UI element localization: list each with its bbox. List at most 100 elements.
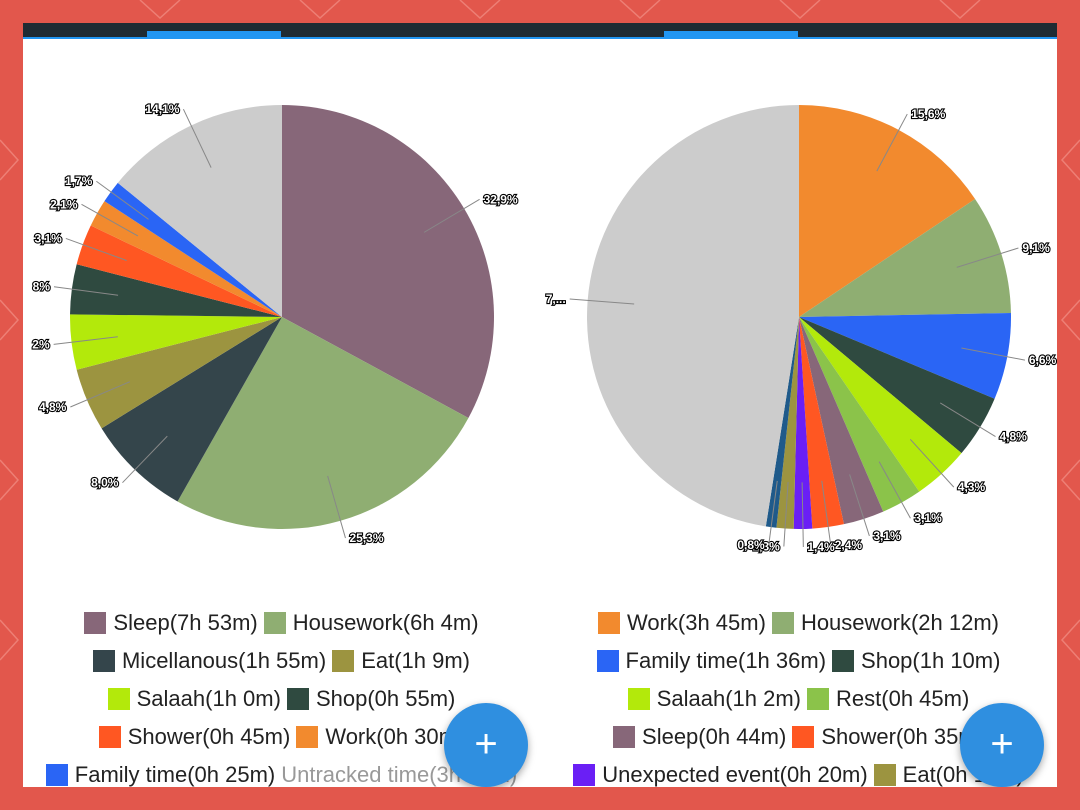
pie-slice[interactable] bbox=[799, 105, 976, 317]
label-leader-line bbox=[956, 247, 1019, 268]
slice-percent-label: 25,3% bbox=[349, 531, 383, 545]
label-leader-line bbox=[327, 475, 346, 539]
legend-item: Shower(0h 45m) bbox=[98, 722, 291, 752]
pie-slice[interactable] bbox=[799, 317, 884, 525]
slice-percent-label: 2,1% bbox=[50, 197, 78, 211]
pie-slice[interactable] bbox=[799, 198, 1011, 317]
legend-item: Family time(1h 36m) bbox=[596, 646, 827, 676]
label-leader-line bbox=[65, 237, 127, 261]
slice-percent-label: 2% bbox=[32, 337, 50, 351]
legend-item: Micellanous(1h 55m) bbox=[92, 646, 327, 676]
legend-label: Salaah(1h 0m) bbox=[136, 686, 281, 711]
slice-percent-label: 1,4% bbox=[807, 540, 835, 554]
legend-label: Eat(1h 9m) bbox=[361, 648, 471, 673]
legend-right: Work(3h 45m) Housework(2h 12m) Family time… bbox=[540, 608, 1057, 787]
add-button-right[interactable]: + bbox=[960, 703, 1044, 787]
label-leader-line bbox=[81, 203, 139, 237]
legend-swatch bbox=[98, 726, 121, 748]
slice-percent-label: 4,8% bbox=[39, 400, 67, 414]
label-leader-line bbox=[940, 402, 996, 437]
legend-label: Family time(0h 25m) bbox=[74, 762, 276, 787]
legend-item: Salaah(1h 0m) bbox=[107, 684, 281, 714]
pie-slice[interactable] bbox=[76, 317, 282, 429]
pie-slice[interactable] bbox=[90, 201, 282, 317]
label-leader-line bbox=[53, 336, 118, 345]
legend-item: Sleep(0h 44m) bbox=[613, 722, 786, 752]
legend-swatch bbox=[873, 764, 896, 786]
slice-percent-label: 8,0% bbox=[91, 476, 119, 490]
legend-swatch bbox=[84, 612, 107, 634]
legend-label: Salaah(1h 2m) bbox=[656, 686, 802, 711]
legend-item: Sleep(7h 53m) bbox=[84, 608, 258, 638]
slice-percent-label: 0,8% bbox=[737, 538, 765, 552]
legend-label: Housework(6h 4m) bbox=[292, 610, 479, 635]
pie-slice[interactable] bbox=[799, 317, 962, 492]
legend-label: Work(3h 45m) bbox=[626, 610, 766, 635]
slice-percent-label: 1,7% bbox=[65, 174, 93, 188]
legend-swatch bbox=[573, 764, 596, 786]
app-window: 32,9% 25,3% 8,0% 4,8% 2% 8% 3,1% 2,1% 1,7% 14,1% … bbox=[23, 23, 1057, 787]
legend-swatch bbox=[332, 650, 355, 672]
slice-percent-label: 2,4% bbox=[835, 538, 863, 552]
pie-slice[interactable] bbox=[76, 225, 282, 317]
add-button-left[interactable]: + bbox=[444, 703, 528, 787]
pie-slice[interactable] bbox=[177, 317, 469, 529]
pie-chart-left[interactable]: 32,9% 25,3% 8,0% 4,8% 2% 8% 3,1% 2,1% 1,7% 14,1% bbox=[23, 39, 540, 599]
legend-swatch bbox=[613, 726, 636, 748]
legend-label: Rest(0h 45m) bbox=[836, 686, 970, 711]
legend-swatch bbox=[627, 688, 650, 710]
legend-label: Unexpected event(0h 20m) bbox=[602, 762, 868, 787]
pie-slice[interactable] bbox=[587, 105, 799, 527]
tab-indicator-left[interactable] bbox=[147, 31, 281, 37]
label-leader-line bbox=[876, 113, 908, 172]
legend-item: Eat(1h 9m) bbox=[332, 646, 470, 676]
pie-slice[interactable] bbox=[70, 264, 282, 317]
label-leader-line bbox=[569, 298, 635, 305]
label-leader-line bbox=[96, 180, 149, 220]
pie-slice[interactable] bbox=[104, 182, 282, 317]
legend-label: Shower(0h 45m) bbox=[127, 724, 291, 749]
label-leader-line bbox=[122, 435, 168, 484]
slice-percent-label: 7,... bbox=[546, 292, 566, 306]
legend-swatch bbox=[263, 612, 286, 634]
legend-label: Family time(1h 36m) bbox=[625, 648, 827, 673]
pie-slice[interactable] bbox=[765, 317, 799, 528]
legend-swatch bbox=[92, 650, 115, 672]
legend-item: Salaah(1h 2m) bbox=[627, 684, 802, 714]
pie-slice[interactable] bbox=[776, 317, 799, 529]
label-leader-line bbox=[961, 347, 1026, 361]
pie-slice[interactable] bbox=[70, 314, 282, 370]
pie-slice[interactable] bbox=[282, 105, 495, 418]
pie-slice[interactable] bbox=[799, 317, 844, 529]
legend-item: Family time(0h 25m) bbox=[45, 760, 276, 787]
label-leader-line bbox=[423, 198, 480, 233]
label-leader-line bbox=[783, 481, 789, 547]
label-leader-line bbox=[849, 474, 870, 537]
label-leader-line bbox=[182, 108, 212, 168]
slice-percent-label: 3,1% bbox=[873, 529, 901, 543]
pie-slice[interactable] bbox=[799, 317, 995, 454]
legend-item: Shower(0h 35m) bbox=[792, 722, 984, 752]
legend-label: Work(0h 30m) bbox=[325, 724, 465, 749]
legend-label: Shop(1h 10m) bbox=[861, 648, 1001, 673]
pie-slice[interactable] bbox=[799, 317, 920, 512]
slice-percent-label: 9,1% bbox=[1022, 241, 1050, 255]
pie-slice[interactable] bbox=[117, 105, 282, 317]
pie-slice[interactable] bbox=[101, 317, 282, 502]
legend-item: Housework(6h 4m) bbox=[263, 608, 479, 638]
tab-indicator-right[interactable] bbox=[664, 31, 798, 37]
pie-slice[interactable] bbox=[793, 317, 813, 529]
pie-chart-right[interactable]: 15,6% 9,1% 6,6% 4,8% 4,3% 3,1% 3,1% 2,4%1,4% 1,3… bbox=[540, 39, 1057, 599]
chart-panel-right: 15,6% 9,1% 6,6% 4,8% 4,3% 3,1% 3,1% 2,4% 1,4% 1,3… bbox=[540, 39, 1057, 787]
legend-label: Micellanous(1h 55m) bbox=[121, 648, 327, 673]
tab-underline bbox=[23, 37, 1057, 39]
pie-slice[interactable] bbox=[799, 313, 1011, 399]
legend-left: Sleep(7h 53m) Housework(6h 4m) Micellanous… bbox=[23, 608, 540, 787]
slice-percent-label: 8% bbox=[33, 280, 51, 294]
slice-percent-label: 3,1% bbox=[34, 231, 62, 245]
legend-label: Shop(0h 55m) bbox=[315, 686, 456, 711]
legend-swatch bbox=[807, 688, 830, 710]
label-leader-line bbox=[909, 438, 955, 488]
toolbar bbox=[23, 23, 1057, 39]
legend-item: Unexpected event(0h 20m) bbox=[573, 760, 868, 787]
